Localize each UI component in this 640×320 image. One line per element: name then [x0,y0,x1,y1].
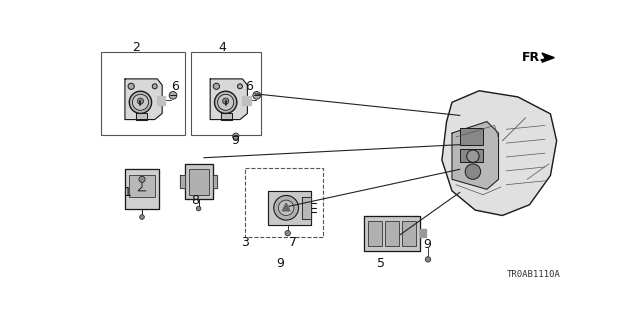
Text: TR0AB1110A: TR0AB1110A [507,270,561,279]
Text: 6: 6 [172,80,179,93]
Polygon shape [268,191,311,225]
Polygon shape [212,175,217,188]
Bar [385,221,399,245]
Circle shape [223,98,229,104]
Circle shape [237,84,243,89]
Circle shape [129,91,152,113]
Polygon shape [125,169,159,209]
Circle shape [132,94,148,110]
Bar [245,168,323,237]
Polygon shape [364,215,420,251]
Circle shape [128,83,134,89]
Circle shape [425,257,431,262]
Text: 9: 9 [276,257,284,270]
Circle shape [233,133,239,139]
Polygon shape [420,229,426,237]
Text: 6: 6 [245,80,253,93]
Text: 1: 1 [124,186,132,199]
Bar [129,175,155,197]
Polygon shape [157,96,165,105]
Polygon shape [243,96,250,105]
Circle shape [218,94,234,110]
Text: 8: 8 [191,194,198,207]
Bar [189,169,209,195]
Polygon shape [125,79,162,120]
Circle shape [253,92,260,99]
Text: 9: 9 [231,133,239,147]
Polygon shape [442,91,557,215]
Polygon shape [542,53,554,62]
Text: 3: 3 [241,236,249,249]
Bar [460,128,483,145]
Polygon shape [210,79,248,120]
Bar [368,221,382,245]
Text: 9: 9 [423,238,431,251]
Circle shape [213,83,220,89]
Circle shape [169,92,177,99]
Polygon shape [136,113,147,120]
Text: FR.: FR. [522,51,545,64]
Text: 2: 2 [132,41,140,54]
Bar [460,148,483,162]
Bar [101,52,184,135]
Polygon shape [282,203,290,211]
Text: 4: 4 [218,41,226,54]
Circle shape [139,176,145,182]
Circle shape [278,200,294,215]
Circle shape [140,215,145,219]
Polygon shape [180,175,184,188]
Text: 5: 5 [377,257,385,270]
Text: 7: 7 [289,236,297,249]
Polygon shape [184,164,212,199]
Circle shape [196,206,201,211]
Bar [191,52,260,135]
Circle shape [152,84,157,89]
Circle shape [285,230,291,236]
Polygon shape [221,113,232,120]
Circle shape [274,196,298,220]
Polygon shape [301,197,311,219]
Circle shape [465,164,481,179]
Polygon shape [452,122,499,189]
Circle shape [467,150,479,162]
Circle shape [214,91,237,113]
Circle shape [138,98,143,104]
Bar [403,221,417,245]
